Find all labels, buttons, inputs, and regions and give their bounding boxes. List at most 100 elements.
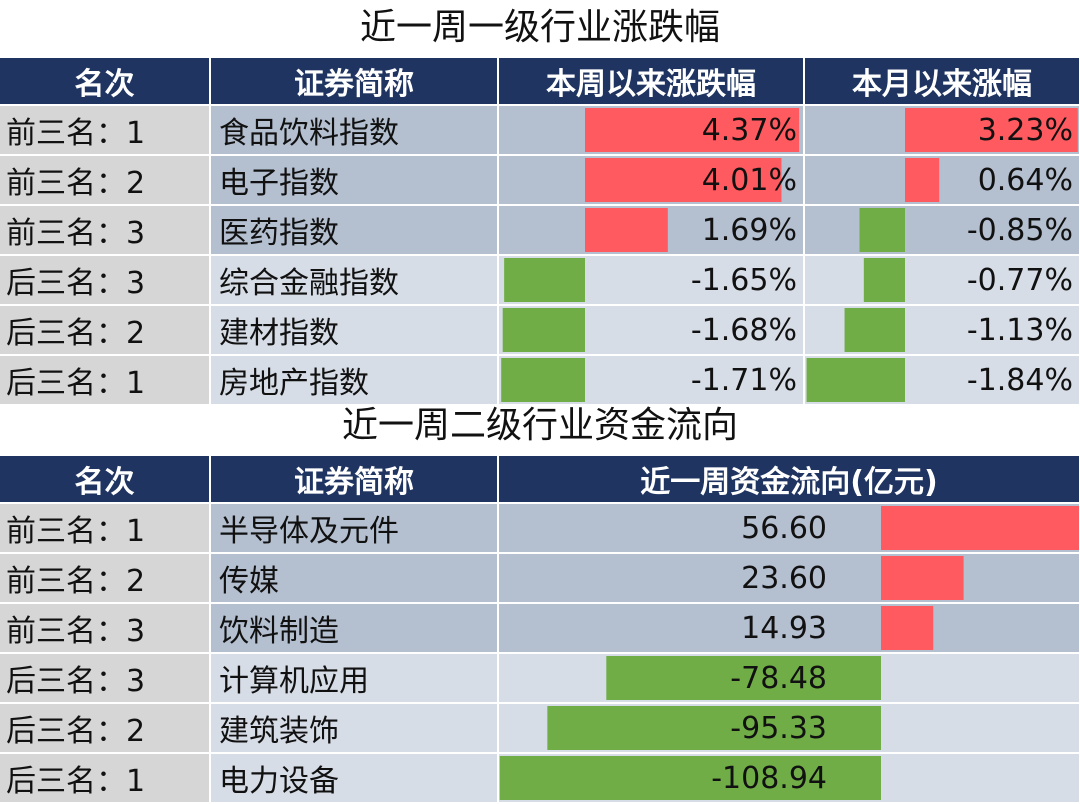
security-name-cell: 半导体及元件	[210, 503, 499, 554]
header-month-change: 本月以来涨幅	[804, 58, 1080, 106]
header-rank: 名次	[0, 456, 211, 504]
header-fund-flow: 近一周资金流向(亿元)	[498, 456, 1080, 504]
table-row: 后三名：2 建筑装饰 -95.33	[0, 703, 1080, 754]
week-change-bar	[585, 208, 668, 252]
month-change-cell: -0.85%	[804, 205, 1080, 256]
week-change-cell: -1.65%	[498, 255, 805, 306]
rank-cell: 后三名：1	[0, 355, 211, 406]
week-change-cell: 4.37%	[498, 105, 805, 156]
security-name-cell: 综合金融指数	[210, 255, 499, 306]
month-change-bar	[859, 208, 905, 252]
security-name-cell: 食品饮料指数	[210, 105, 499, 156]
table-row: 后三名：3 综合金融指数 -1.65% -0.77%	[0, 255, 1080, 306]
header-row: 名次 证券简称 本周以来涨跌幅 本月以来涨幅	[0, 58, 1080, 106]
table-row: 前三名：3 医药指数 1.69% -0.85%	[0, 205, 1080, 256]
week-change-bar	[501, 358, 585, 402]
security-name-cell: 建材指数	[210, 305, 499, 356]
week-change-label: -1.65%	[690, 262, 797, 298]
month-change-cell: -0.77%	[804, 255, 1080, 306]
week-change-label: -1.71%	[690, 362, 797, 398]
table2-title: 近一周二级行业资金流向	[341, 405, 738, 446]
table-row: 前三名：3 饮料制造 14.93	[0, 603, 1080, 654]
month-change-bar-svg	[806, 358, 905, 402]
table-row: 后三名：2 建材指数 -1.68% -1.13%	[0, 305, 1080, 356]
month-change-bar-svg	[905, 108, 1078, 152]
fund-flow-bar	[881, 506, 1078, 550]
header-row: 名次 证券简称 近一周资金流向(亿元)	[0, 456, 1080, 504]
fund-flow-cell: 56.60	[498, 503, 1080, 554]
month-change-cell: -1.13%	[804, 305, 1080, 356]
header-week-change: 本周以来涨跌幅	[498, 58, 805, 106]
month-change-label: -0.85%	[966, 212, 1073, 248]
fund-flow-label: -95.33	[730, 710, 827, 746]
header-name: 证券简称	[210, 58, 499, 106]
week-change-label: -1.68%	[690, 312, 797, 348]
month-change-bar	[863, 258, 905, 302]
week-change-bar-svg	[504, 258, 585, 302]
rank-cell: 前三名：1	[0, 503, 211, 554]
month-change-cell: -1.84%	[804, 355, 1080, 406]
month-change-label: 0.64%	[977, 162, 1073, 198]
month-change-cell: 0.64%	[804, 155, 1080, 206]
week-change-label: 4.01%	[701, 162, 797, 198]
week-change-cell: -1.68%	[498, 305, 805, 356]
security-name-cell: 传媒	[210, 553, 499, 604]
fund-flow-cell: -108.94	[498, 753, 1080, 804]
month-change-bar-svg	[844, 308, 905, 352]
fund-flow-bar	[547, 706, 881, 750]
security-name-cell: 计算机应用	[210, 653, 499, 704]
security-name-cell: 电子指数	[210, 155, 499, 206]
security-name-cell: 建筑装饰	[210, 703, 499, 754]
table-row: 后三名：1 房地产指数 -1.71% -1.84%	[0, 355, 1080, 406]
header-rank: 名次	[0, 58, 211, 106]
security-name-cell: 饮料制造	[210, 603, 499, 654]
rank-cell: 前三名：3	[0, 205, 211, 256]
month-change-bar	[905, 108, 1078, 152]
fund-flow-label: 23.60	[741, 560, 827, 596]
week-change-label: 1.69%	[701, 212, 797, 248]
month-change-bar-svg	[905, 158, 940, 202]
fund-flow-label: 14.93	[741, 610, 827, 646]
fund-flow-bar	[881, 556, 964, 600]
month-change-bar-svg	[859, 208, 905, 252]
table-row: 前三名：2 传媒 23.60	[0, 553, 1080, 604]
rank-cell: 后三名：3	[0, 653, 211, 704]
fund-flow-bar-svg	[547, 706, 881, 750]
fund-flow-label: 56.60	[741, 510, 827, 546]
week-change-bar	[585, 108, 800, 152]
fund-flow-cell: 23.60	[498, 553, 1080, 604]
rank-cell: 后三名：3	[0, 255, 211, 306]
week-change-bar	[502, 308, 585, 352]
fund-flow-bar-svg	[881, 506, 1078, 550]
month-change-bar	[844, 308, 905, 352]
week-change-bar-svg	[501, 358, 585, 402]
rank-cell: 后三名：2	[0, 703, 211, 754]
week-change-cell: -1.71%	[498, 355, 805, 406]
fund-flow-label: -108.94	[711, 760, 827, 796]
month-change-bar-svg	[863, 258, 905, 302]
header-name: 证券简称	[210, 456, 499, 504]
rank-cell: 前三名：3	[0, 603, 211, 654]
week-change-bar-svg	[502, 308, 585, 352]
fund-flow-bar	[881, 606, 934, 650]
table-row: 前三名：1 食品饮料指数 4.37% 3.23%	[0, 105, 1080, 156]
week-change-bar-svg	[585, 108, 800, 152]
month-change-cell: 3.23%	[804, 105, 1080, 156]
month-change-label: -1.84%	[966, 362, 1073, 398]
week-change-cell: 1.69%	[498, 205, 805, 256]
rank-cell: 后三名：1	[0, 753, 211, 804]
security-name-cell: 房地产指数	[210, 355, 499, 406]
month-change-bar	[905, 158, 940, 202]
fund-flow-label: -78.48	[730, 660, 827, 696]
fund-flow-table: 名次 证券简称 近一周资金流向(亿元) 前三名：1 半导体及元件 56.60 前三名：…	[0, 456, 1080, 804]
rank-cell: 前三名：2	[0, 553, 211, 604]
security-name-cell: 医药指数	[210, 205, 499, 256]
week-change-cell: 4.01%	[498, 155, 805, 206]
week-change-label: 4.37%	[701, 112, 797, 148]
fund-flow-cell: -95.33	[498, 703, 1080, 754]
week-change-bar-svg	[585, 158, 782, 202]
month-change-label: 3.23%	[977, 112, 1073, 148]
table-row: 前三名：2 电子指数 4.01% 0.64%	[0, 155, 1080, 206]
week-change-bar-svg	[585, 208, 668, 252]
month-change-label: -0.77%	[966, 262, 1073, 298]
